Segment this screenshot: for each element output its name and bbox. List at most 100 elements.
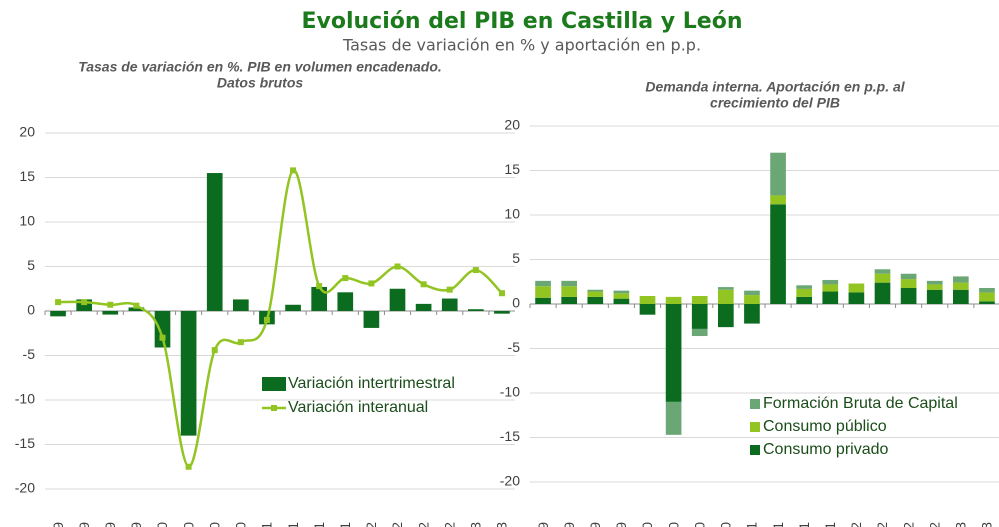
bar-segment <box>587 291 604 297</box>
legend-label: Variación interanual <box>288 399 428 416</box>
bar-segment <box>953 282 969 290</box>
bar-segment <box>718 289 734 304</box>
x-tick-label: t223 <box>494 522 510 527</box>
y-tick-label: 0 <box>512 295 520 311</box>
legend-label: Consumo privado <box>763 441 889 458</box>
bar <box>415 303 432 311</box>
bar-segment <box>587 296 604 304</box>
bar-segment <box>900 287 917 304</box>
bar <box>76 299 92 311</box>
bar <box>180 311 197 436</box>
bar-segment <box>900 279 917 288</box>
x-tick-label: t122 <box>363 522 379 527</box>
bar-segment <box>979 292 995 302</box>
bar <box>285 304 301 311</box>
x-tick-label: t322 <box>415 522 431 527</box>
marker <box>446 286 453 293</box>
bar-segment <box>665 304 682 402</box>
bar-segment <box>848 292 865 304</box>
bar-segment <box>587 289 604 292</box>
x-tick-label: t320 <box>691 522 707 527</box>
bar-segment <box>639 295 656 304</box>
bar-segment <box>979 287 995 293</box>
y-tick-label: 5 <box>27 257 35 273</box>
bar-segment <box>926 280 943 285</box>
chart-title: crecimiento del PIB <box>710 95 840 111</box>
x-tick-label: t319 <box>102 522 118 527</box>
bar <box>441 298 458 311</box>
bar-segment <box>718 304 734 328</box>
y-tick-label: 5 <box>512 250 520 266</box>
bar-segment <box>718 287 734 290</box>
bar-segment <box>744 295 760 304</box>
bar-segment <box>639 304 656 315</box>
marker <box>107 301 114 308</box>
x-tick-label: t119 <box>50 522 66 527</box>
x-tick-label: t120 <box>639 522 655 527</box>
bar-segment <box>979 301 995 304</box>
line <box>58 169 503 469</box>
y-tick-label: -5 <box>508 339 521 355</box>
bar-segment <box>822 284 839 292</box>
bar-segment <box>613 293 630 299</box>
y-tick-label: -20 <box>500 473 520 489</box>
bar <box>128 307 145 311</box>
x-tick-label: t220 <box>665 522 681 527</box>
legend-label: Formación Bruta de Capital <box>763 395 958 412</box>
bar-segment <box>770 195 786 205</box>
bar-segment <box>691 304 708 329</box>
x-tick-label: t421 <box>337 522 353 527</box>
y-tick-label: 20 <box>504 117 520 133</box>
bar-segment <box>691 295 708 304</box>
y-tick-label: 10 <box>19 213 35 229</box>
x-tick-label: t123 <box>953 522 969 527</box>
y-tick-label: -20 <box>15 480 35 496</box>
x-tick-label: t122 <box>848 522 864 527</box>
legend-label: Variación intertrimestral <box>288 375 455 392</box>
x-tick-label: t222 <box>874 522 890 527</box>
y-tick-label: 10 <box>504 206 520 222</box>
bar <box>311 286 327 311</box>
x-tick-label: t222 <box>389 522 405 527</box>
x-tick-label: t420 <box>718 522 734 527</box>
chart-title: Tasas de variación en %. PIB en volumen … <box>78 59 442 75</box>
x-tick-label: t319 <box>587 522 603 527</box>
y-tick-label: -10 <box>15 391 35 407</box>
bar-segment <box>953 276 969 283</box>
bar-segment <box>561 280 577 287</box>
y-tick-label: -5 <box>23 346 36 362</box>
bar-segment <box>535 280 551 287</box>
bar-segment <box>822 291 839 304</box>
bar-segment <box>926 284 943 290</box>
bar-segment <box>665 401 682 435</box>
marker <box>263 316 270 323</box>
bar <box>468 309 484 311</box>
x-tick-label: t322 <box>900 522 916 527</box>
bar-segment <box>535 297 551 304</box>
x-tick-label: t221 <box>285 522 301 527</box>
bar-segment <box>770 204 786 304</box>
marker <box>81 299 88 306</box>
y-tick-label: 15 <box>504 161 520 177</box>
y-tick-label: -10 <box>500 384 520 400</box>
bar-segment <box>613 290 630 294</box>
legend-swatch <box>271 405 277 411</box>
x-tick-label: t320 <box>206 522 222 527</box>
bar <box>389 288 406 311</box>
x-tick-label: t123 <box>468 522 484 527</box>
marker <box>159 334 166 341</box>
marker <box>472 267 479 274</box>
marker <box>133 302 140 309</box>
bar-segment <box>926 289 943 304</box>
bar-segment <box>561 286 577 297</box>
x-tick-label: t422 <box>926 522 942 527</box>
bar-segment <box>900 273 917 280</box>
bar <box>363 311 380 328</box>
x-tick-label: t219 <box>561 522 577 527</box>
marker <box>55 299 62 306</box>
bar <box>50 311 66 317</box>
bar <box>337 292 354 311</box>
bar-segment <box>744 304 760 324</box>
bar-segment <box>770 152 786 196</box>
